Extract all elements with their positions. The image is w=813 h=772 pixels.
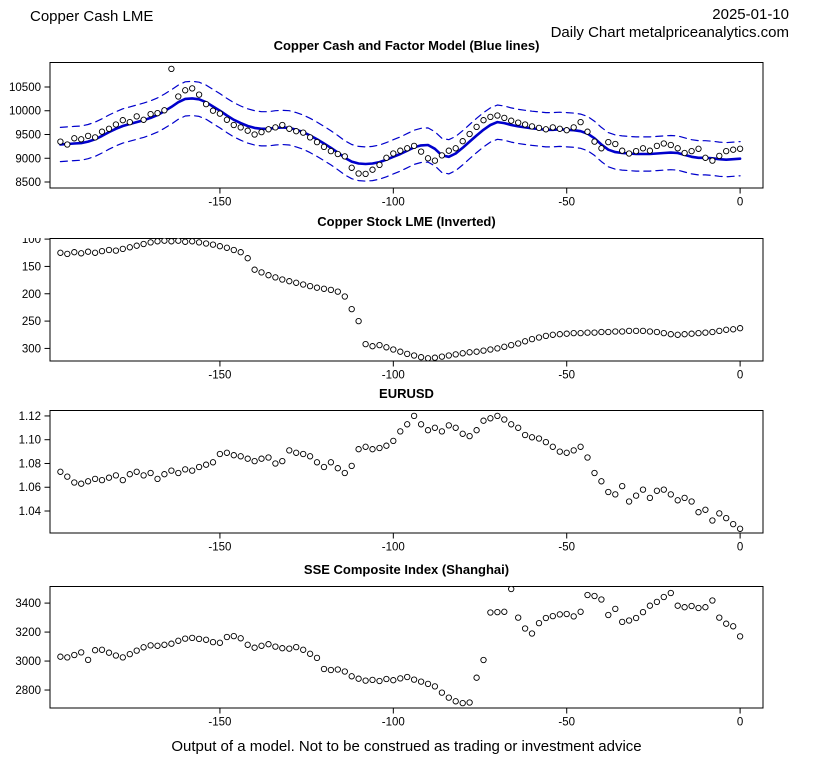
svg-text:0: 0	[737, 197, 743, 209]
svg-text:150: 150	[22, 261, 41, 273]
svg-text:-100: -100	[382, 542, 405, 554]
svg-text:1.04: 1.04	[19, 506, 42, 518]
svg-text:3400: 3400	[15, 598, 41, 610]
svg-text:3000: 3000	[15, 656, 41, 668]
svg-text:-100: -100	[382, 717, 405, 729]
svg-text:300: 300	[22, 343, 41, 355]
svg-text:1.08: 1.08	[19, 458, 41, 470]
svg-text:3200: 3200	[15, 627, 41, 639]
svg-text:-150: -150	[208, 197, 231, 209]
svg-text:-50: -50	[558, 542, 575, 554]
disclaimer: Output of a model. Not to be construed a…	[171, 738, 642, 755]
eurusd-plot: 1.04 1.06 1.08 1.10 1.12 -150 -100 -50 0	[19, 410, 764, 554]
svg-text:-150: -150	[208, 717, 231, 729]
svg-text:100: 100	[22, 238, 41, 246]
svg-text:-100: -100	[382, 370, 405, 382]
panel-title-eurusd: EURUSD	[379, 386, 434, 401]
svg-text:-50: -50	[558, 370, 575, 382]
svg-text:-50: -50	[558, 197, 575, 209]
panel-title-copper-stock: Copper Stock LME (Inverted)	[317, 214, 496, 229]
sse-plot: 2800 3000 3200 3400 -150 -100 -50 0	[15, 586, 764, 729]
svg-text:-50: -50	[558, 717, 575, 729]
svg-text:200: 200	[22, 289, 41, 301]
svg-text:10500: 10500	[9, 82, 41, 94]
svg-text:-150: -150	[208, 542, 231, 554]
copper-stock-plot: 100 150 200 250 300 -150 -100 -50 0	[22, 238, 764, 382]
svg-text:2800: 2800	[15, 685, 41, 697]
svg-text:9500: 9500	[15, 130, 41, 142]
svg-text:-100: -100	[382, 197, 405, 209]
svg-text:1.12: 1.12	[19, 411, 41, 423]
copper-cash-plot: 8500 9000 9500 10000 10500 -150 -100 -50 0	[9, 62, 764, 209]
svg-text:0: 0	[737, 370, 743, 382]
svg-text:1.06: 1.06	[19, 482, 41, 494]
svg-text:250: 250	[22, 316, 41, 328]
svg-text:1.10: 1.10	[19, 435, 41, 447]
page-title: Copper Cash LME	[30, 8, 154, 25]
panel-title-copper-cash: Copper Cash and Factor Model (Blue lines…	[273, 38, 540, 53]
svg-text:10000: 10000	[9, 106, 41, 118]
panel-title-sse: SSE Composite Index (Shanghai)	[303, 562, 510, 577]
source-subtitle: Daily Chart metalpriceanalytics.com	[550, 24, 789, 41]
svg-text:-150: -150	[208, 370, 231, 382]
svg-text:0: 0	[737, 717, 743, 729]
svg-text:9000: 9000	[15, 153, 41, 165]
svg-text:8500: 8500	[15, 177, 41, 189]
report-date: 2025-01-10	[712, 6, 789, 23]
svg-text:0: 0	[737, 542, 743, 554]
